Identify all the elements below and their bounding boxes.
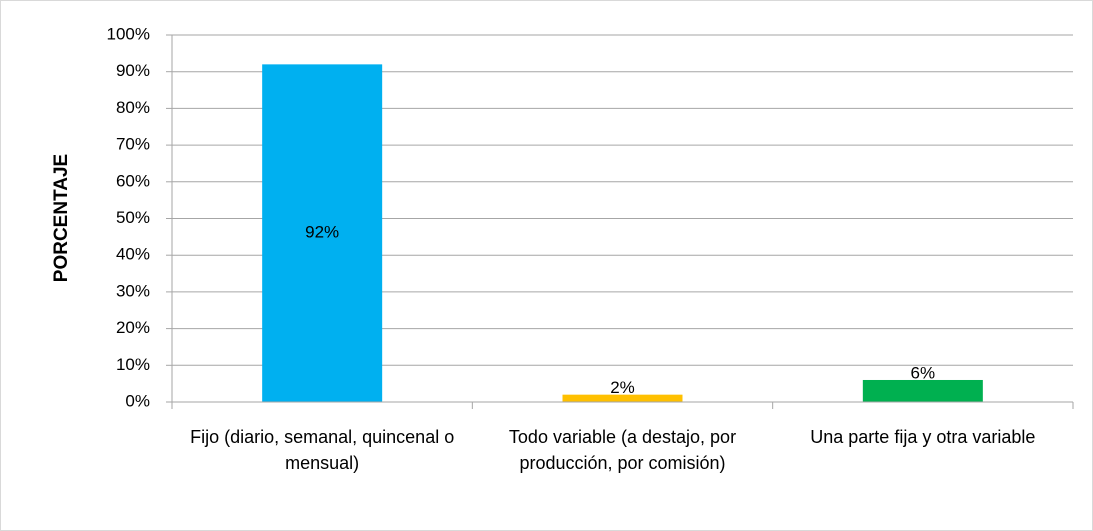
data-label: 92% [305,223,339,242]
x-tick-label: Fijo (diario, semanal, quincenal o mensu… [190,427,455,473]
y-tick-label: 40% [116,245,150,264]
y-tick-label: 10% [116,355,150,374]
y-tick-label: 100% [107,24,150,43]
y-tick-label: 60% [116,171,150,190]
y-tick-label: 20% [116,318,150,337]
bar [862,379,983,402]
y-tick-label: 70% [116,135,150,154]
y-tick-label: 50% [116,208,150,227]
bar [562,394,683,402]
bar [262,64,383,403]
y-tick-label: 80% [116,98,150,117]
x-tick-label: Una parte fija y otra variable [810,427,1036,447]
y-axis-title: PORCENTAJE [51,154,72,282]
y-tick-label: 0% [125,391,150,410]
y-tick-label: 30% [116,281,150,300]
data-label: 2% [610,378,635,397]
data-label: 6% [911,363,936,382]
x-tick-label: Todo variable (a destajo, por producción… [508,427,737,473]
y-tick-label: 90% [116,61,150,80]
